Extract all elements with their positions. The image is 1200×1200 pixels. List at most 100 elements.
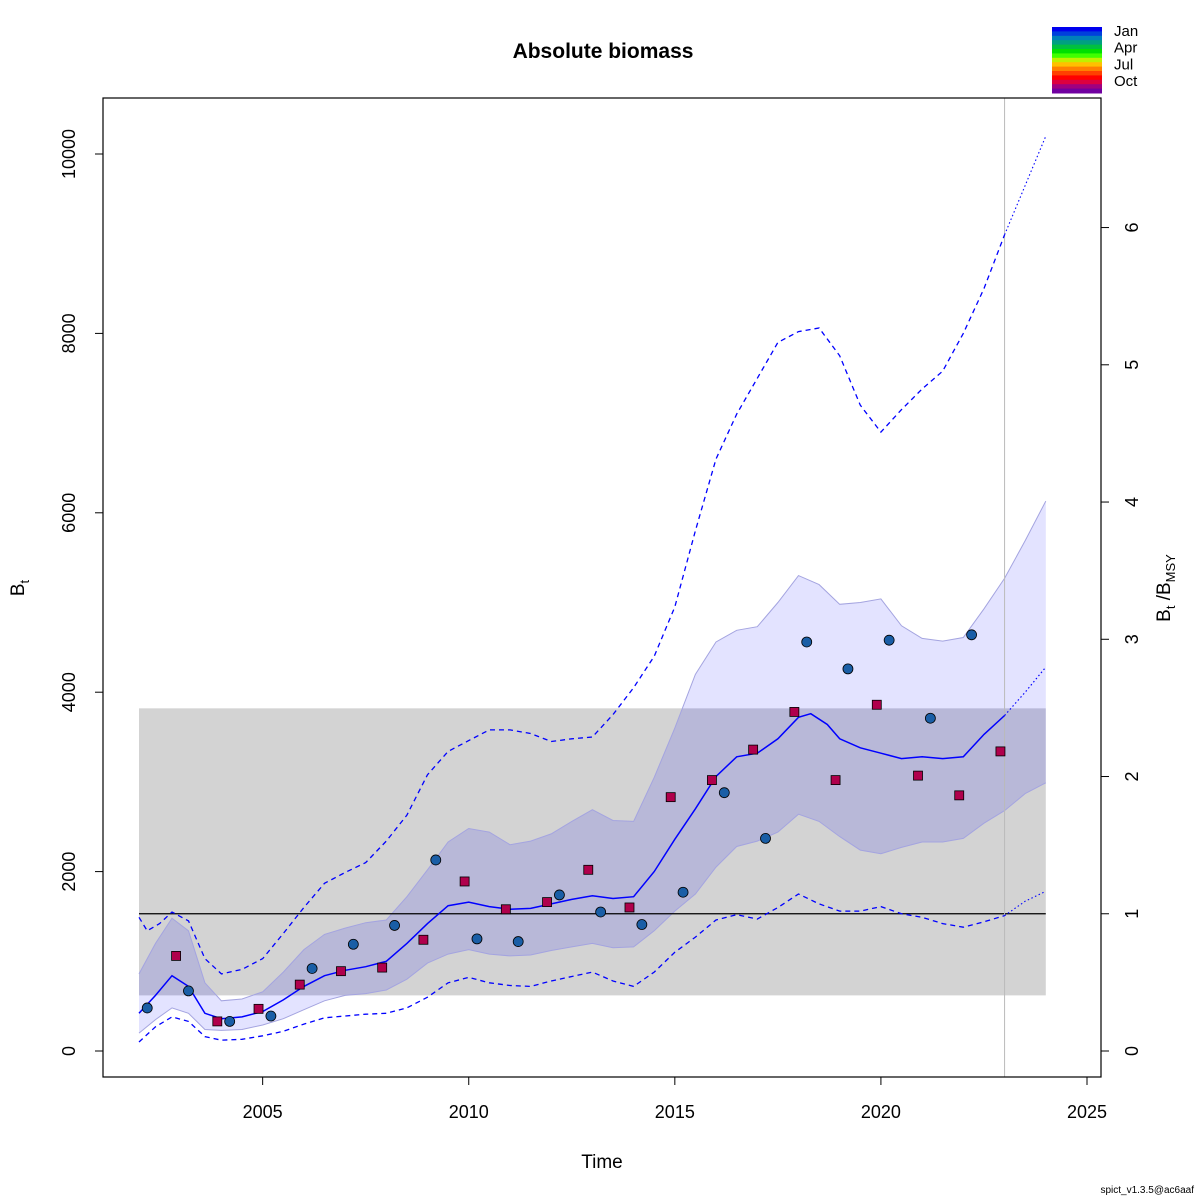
index2-point <box>995 746 1006 757</box>
y2-axis: 0 1 2 3 4 5 6 <box>1100 223 1142 1056</box>
legend-color-swatch <box>1052 71 1102 76</box>
y2-axis-label: Bt /BMSY <box>1154 554 1178 622</box>
index2-point <box>459 876 470 887</box>
index1-point <box>306 963 318 974</box>
y-tick-label: 10000 <box>59 129 79 179</box>
index1-point <box>760 833 771 844</box>
biomass-ci-band-lower-edge <box>138 782 1047 1034</box>
legend-color-swatch <box>1052 40 1102 46</box>
legend-color-swatch <box>1052 49 1102 54</box>
legend-label: Jul <box>1114 56 1133 73</box>
legend-color-swatch <box>1052 57 1102 63</box>
index1-point <box>183 985 194 997</box>
legend-color-swatch <box>1052 31 1102 37</box>
legend-color-swatch <box>1052 27 1102 32</box>
chart-title: Absolute biomass <box>513 40 694 63</box>
y-axis-label-main: B <box>8 583 29 596</box>
index2-point <box>954 790 965 801</box>
y2-tick-label: 3 <box>1122 634 1142 644</box>
index2-point <box>418 934 429 945</box>
x-tick-label: 2015 <box>655 1102 695 1122</box>
index1-point <box>430 854 442 866</box>
x-tick-label: 2005 <box>243 1102 283 1122</box>
y-tick-label: 8000 <box>59 313 79 353</box>
index1-point <box>883 634 895 646</box>
index1-point <box>471 933 483 945</box>
biomass-ci-band-overlap <box>139 708 1046 996</box>
index2-point <box>748 744 759 755</box>
legend-color-swatch <box>1052 53 1102 59</box>
biomass-ci-band-upper-edge <box>138 500 1047 1002</box>
y2-tick-label: 0 <box>1122 1046 1142 1056</box>
plot-layer <box>138 98 1047 1077</box>
ci-upper-dashed-line <box>138 234 1006 975</box>
index2-point <box>624 902 635 913</box>
version-footer: spict_v1.3.5@ac6aaf <box>1100 1185 1194 1196</box>
index1-point <box>636 919 648 930</box>
index1-point <box>677 886 689 898</box>
biomass-projection-dotted-line <box>1004 666 1047 716</box>
index2-point <box>707 775 717 786</box>
legend-color-swatch <box>1052 75 1102 81</box>
index1-point <box>347 938 359 950</box>
index1-point <box>966 629 977 641</box>
legend-color-swatch <box>1052 44 1102 50</box>
index1-point <box>801 636 813 648</box>
legend-color-swatch <box>1052 66 1102 72</box>
y2-tick-label: 4 <box>1122 497 1142 507</box>
ci-lower-dashed-line <box>138 893 1005 1043</box>
index1-point <box>389 920 400 931</box>
index2-point <box>294 979 305 990</box>
index2-point <box>336 966 346 977</box>
y2-axis-label-sub-msy: MSY <box>1163 554 1178 583</box>
x-tick-label: 2025 <box>1067 1102 1107 1122</box>
y2-tick-label: 1 <box>1122 909 1142 919</box>
index2-point <box>789 707 800 717</box>
x-axis: 2005 2010 2015 2020 2025 <box>243 1076 1107 1122</box>
index1-point <box>224 1015 236 1027</box>
x-tick-label: 2010 <box>449 1102 489 1122</box>
index1-point <box>141 1002 153 1014</box>
legend-label: Oct <box>1114 73 1138 90</box>
y2-axis-label-ratio: /B <box>1154 582 1175 605</box>
y-tick-label: 0 <box>59 1046 79 1056</box>
y-tick-label: 4000 <box>59 672 79 712</box>
y-axis-label-subscript: t <box>17 579 32 583</box>
index2-point <box>665 792 676 803</box>
index1-point <box>718 787 730 799</box>
y-axis: 0 2000 4000 6000 8000 10000 <box>59 129 104 1056</box>
y-axis-label: Bt <box>8 579 32 596</box>
legend-color-swatch <box>1052 35 1102 41</box>
ci-upper-projection-dotted-line <box>1004 135 1047 235</box>
legend-color-swatch <box>1052 79 1102 85</box>
x-axis-label: Time <box>581 1152 623 1173</box>
y-tick-label: 2000 <box>59 852 79 892</box>
index2-point <box>871 699 882 710</box>
index1-point <box>595 906 607 918</box>
legend-label: Apr <box>1114 40 1137 57</box>
plot-area <box>138 98 1047 1077</box>
index2-point <box>830 775 841 786</box>
legend-color-swatch <box>1052 88 1102 94</box>
legend-label: Jan <box>1114 23 1138 40</box>
index1-point <box>512 936 524 947</box>
index2-point <box>583 864 594 875</box>
y2-axis-label-sub-t: t <box>1163 605 1178 609</box>
index1-point <box>265 1010 277 1022</box>
axes-layer: 2005 2010 2015 2020 202502000400060008000100… <box>59 97 1142 1122</box>
index2-point <box>377 962 388 973</box>
y2-axis-label-b: B <box>1154 609 1175 622</box>
index2-point <box>913 770 923 781</box>
index2-point <box>542 897 552 907</box>
index2-point <box>171 951 181 961</box>
legend-color-swatch <box>1052 62 1102 68</box>
index1-point <box>924 712 936 724</box>
x-tick-label: 2020 <box>861 1102 901 1122</box>
biomass-estimate-line <box>138 712 1006 1020</box>
y2-tick-label: 6 <box>1122 223 1142 233</box>
index2-point <box>500 904 511 915</box>
index2-point <box>212 1016 223 1027</box>
y-tick-label: 6000 <box>59 493 79 533</box>
